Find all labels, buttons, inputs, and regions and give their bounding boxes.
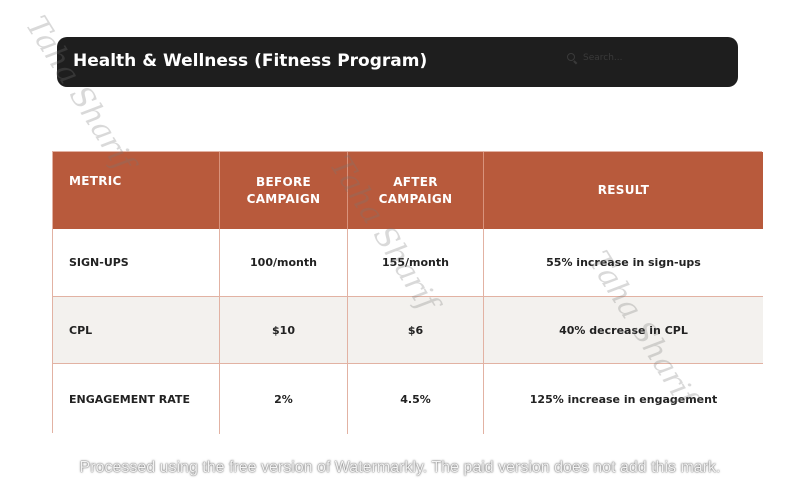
header-bar: Health & Wellness (Fitness Program) Sear… bbox=[57, 37, 738, 87]
column-header-metric: METRIC bbox=[53, 152, 220, 229]
table-row-result: 125% increase in engagement bbox=[484, 364, 763, 434]
table-row-before: 2% bbox=[220, 364, 348, 434]
table-row-before: 100/month bbox=[220, 229, 348, 297]
table-row-after: $6 bbox=[348, 297, 484, 364]
footer-watermark: Processed using the free version of Wate… bbox=[79, 459, 721, 476]
search-box[interactable]: Search... bbox=[567, 53, 623, 65]
results-table: METRIC BEFORE CAMPAIGN AFTER CAMPAIGN RE… bbox=[52, 151, 763, 434]
column-header-result: RESULT bbox=[484, 152, 763, 229]
table-row-metric: SIGN-UPS bbox=[53, 229, 220, 297]
table-row-metric: ENGAGEMENT RATE bbox=[53, 364, 220, 434]
search-placeholder: Search... bbox=[583, 53, 623, 63]
column-header-after: AFTER CAMPAIGN bbox=[348, 152, 484, 229]
table-row-after: 155/month bbox=[348, 229, 484, 297]
table-row-result: 40% decrease in CPL bbox=[484, 297, 763, 364]
page-title: Health & Wellness (Fitness Program) bbox=[73, 51, 428, 71]
table-row-before: $10 bbox=[220, 297, 348, 364]
search-icon bbox=[567, 53, 578, 65]
table-row-result: 55% increase in sign-ups bbox=[484, 229, 763, 297]
column-header-before: BEFORE CAMPAIGN bbox=[220, 152, 348, 229]
table-row-metric: CPL bbox=[53, 297, 220, 364]
table-row-after: 4.5% bbox=[348, 364, 484, 434]
